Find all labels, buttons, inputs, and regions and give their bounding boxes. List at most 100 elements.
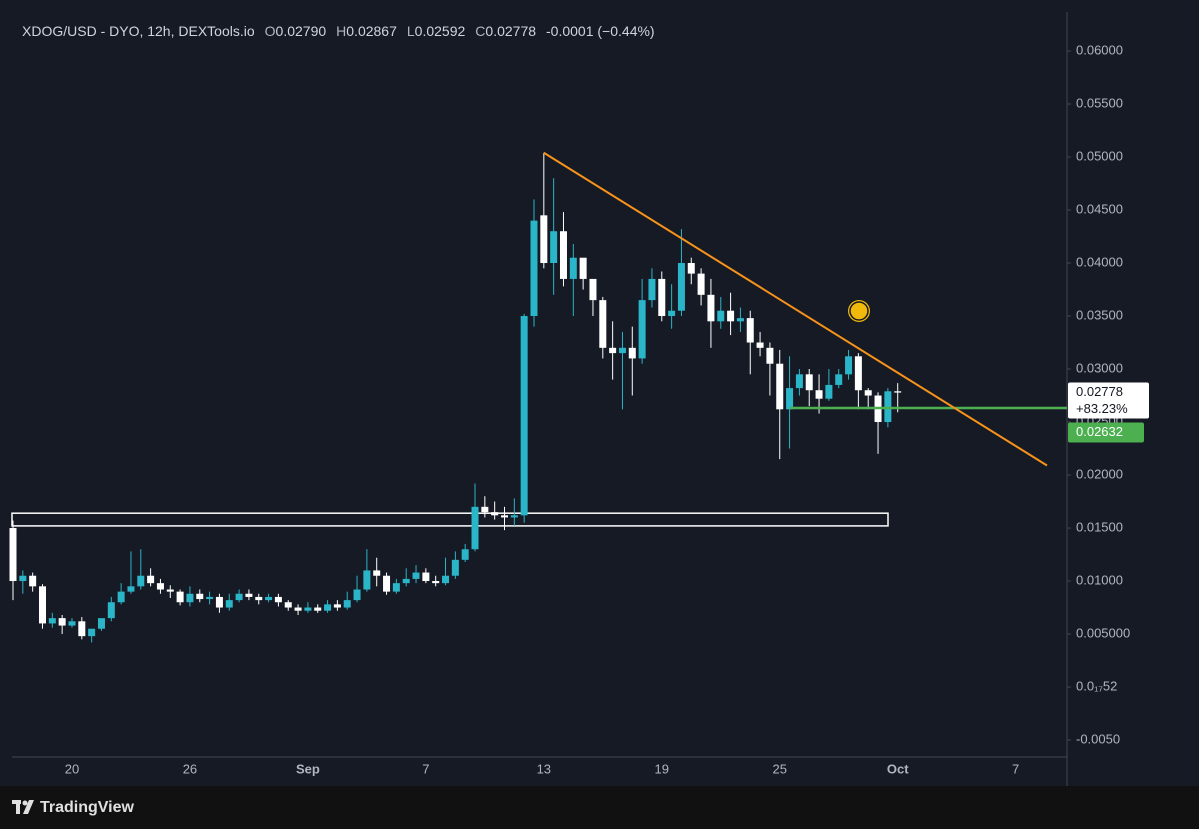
candle-body xyxy=(97,618,105,629)
y-tick-label: 0.03500 xyxy=(1076,307,1123,322)
candle-body xyxy=(599,300,607,348)
ohlc-key: C xyxy=(475,23,486,39)
symbol-title: XDOG/USD - DYO, 12h, DEXTools.io xyxy=(22,23,255,39)
x-tick-label: 7 xyxy=(422,761,429,776)
candle-body xyxy=(363,570,371,590)
candle-body xyxy=(756,342,764,348)
candle-body xyxy=(727,310,735,322)
candle-body xyxy=(618,347,626,354)
y-tick-label: -0.0050 xyxy=(1076,731,1120,746)
support-price-box xyxy=(1068,422,1144,443)
event-icon-ring xyxy=(849,301,869,321)
candle-body xyxy=(884,391,892,423)
x-tick-label: Sep xyxy=(296,761,320,776)
y-tick-label: 0.04500 xyxy=(1076,201,1123,216)
candle-body xyxy=(510,515,518,518)
ohlc-key: O xyxy=(264,23,276,39)
candle-body xyxy=(520,316,528,516)
candle-body xyxy=(815,390,823,399)
candle-body xyxy=(176,591,184,603)
candle-body xyxy=(38,586,46,624)
candle-body xyxy=(265,596,273,601)
candle-body xyxy=(78,621,86,637)
x-tick-label: 20 xyxy=(65,761,79,776)
y-tick-label: 0.02000 xyxy=(1076,466,1123,481)
candle-body xyxy=(461,549,469,560)
candle-body xyxy=(491,512,499,516)
candle-body xyxy=(550,231,558,264)
change: -0.0001 (−0.44%) xyxy=(546,23,655,39)
candle-body xyxy=(196,593,204,600)
ohlc-key: L xyxy=(406,23,415,39)
candle-body xyxy=(166,589,174,592)
candle-body xyxy=(127,586,135,592)
candle-body xyxy=(9,528,17,582)
last-change-label: +83.23% xyxy=(1076,401,1128,416)
candle-body xyxy=(147,575,155,584)
event-icon xyxy=(848,300,870,322)
candle-body xyxy=(894,391,902,393)
ohlc-item: L0.02592 xyxy=(407,23,465,39)
candle-body xyxy=(304,607,312,611)
candle-body xyxy=(137,575,145,587)
candle-body xyxy=(353,589,361,601)
y-tick-label: 0.005000 xyxy=(1076,625,1130,640)
ohlc-value: 0.02790 xyxy=(275,23,327,39)
trendline xyxy=(543,151,1048,467)
candle-body xyxy=(540,215,548,264)
candle-body xyxy=(58,618,66,626)
candle-body xyxy=(569,257,577,279)
support-price-label: 0.02632 xyxy=(1076,424,1123,439)
candle-body xyxy=(589,278,597,301)
candle-body xyxy=(776,363,784,410)
y-tick-label: 0.0₁₇52 xyxy=(1076,678,1117,693)
candle-body xyxy=(697,273,705,295)
candle-body xyxy=(638,300,646,359)
ohlc-value: 0.02592 xyxy=(414,23,466,39)
candle-body xyxy=(471,506,479,550)
footer: TradingView xyxy=(0,786,1199,829)
x-tick-label: 26 xyxy=(183,761,197,776)
candle-body xyxy=(746,318,754,343)
candle-body xyxy=(156,583,164,590)
candle-body xyxy=(442,575,450,584)
zone xyxy=(11,512,889,527)
candle-body xyxy=(668,310,676,317)
candle-body xyxy=(854,356,862,391)
candle-body xyxy=(805,374,813,391)
x-tick-label: Oct xyxy=(887,761,909,776)
ohlc-item: O0.02790 xyxy=(265,23,327,39)
y-tick-label: 0.01500 xyxy=(1076,519,1123,534)
candle-body xyxy=(294,607,302,611)
candle-body xyxy=(707,294,715,322)
x-tick-label: 25 xyxy=(773,761,787,776)
candle-body xyxy=(383,575,391,592)
candle-body xyxy=(68,621,76,626)
x-tick-label: 13 xyxy=(537,761,551,776)
candle-body xyxy=(412,572,420,579)
candle-body xyxy=(373,570,381,576)
candle-body xyxy=(736,318,744,322)
y-tick-label: 0.01000 xyxy=(1076,572,1123,587)
candle-body xyxy=(314,607,322,611)
candle-body xyxy=(766,347,774,364)
x-tick-label: 19 xyxy=(655,761,669,776)
candle-body xyxy=(48,618,56,624)
candle-body xyxy=(107,602,115,619)
ohlc-item: C0.02778 xyxy=(475,23,536,39)
candle-body xyxy=(392,583,400,592)
candle-body xyxy=(215,596,223,608)
candle-body xyxy=(206,596,214,600)
candle-body xyxy=(343,600,351,608)
y-tick-label: 0.06000 xyxy=(1076,42,1123,57)
ohlc-item: H0.02867 xyxy=(336,23,397,39)
candle-body xyxy=(579,257,587,279)
candle-body xyxy=(255,596,263,601)
candle-body xyxy=(687,263,695,274)
candle-body xyxy=(559,231,567,279)
candle-body xyxy=(402,578,410,584)
candle-body xyxy=(225,600,233,608)
y-tick-label: 0.05000 xyxy=(1076,148,1123,163)
x-tick-label: 7 xyxy=(1012,761,1019,776)
